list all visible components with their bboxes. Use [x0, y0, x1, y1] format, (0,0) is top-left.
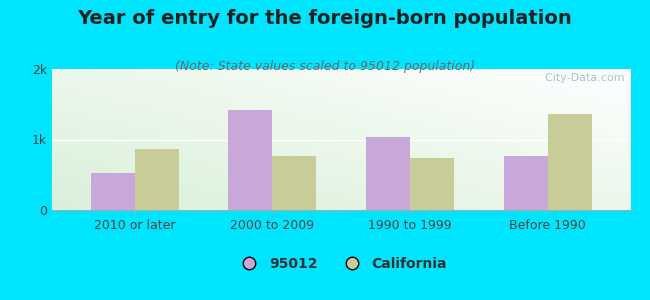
- Bar: [410, 158, 454, 210]
- Legend: 95012, California: 95012, California: [230, 251, 452, 276]
- Bar: [548, 114, 592, 210]
- Bar: [135, 149, 179, 210]
- Bar: [272, 156, 317, 210]
- Bar: [228, 110, 272, 210]
- Bar: [504, 156, 548, 210]
- Text: Year of entry for the foreign-born population: Year of entry for the foreign-born popul…: [77, 9, 573, 28]
- Bar: [90, 172, 135, 210]
- Text: (Note: State values scaled to 95012 population): (Note: State values scaled to 95012 popu…: [175, 60, 475, 73]
- Text: City-Data.com: City-Data.com: [538, 73, 625, 83]
- Bar: [366, 137, 410, 210]
